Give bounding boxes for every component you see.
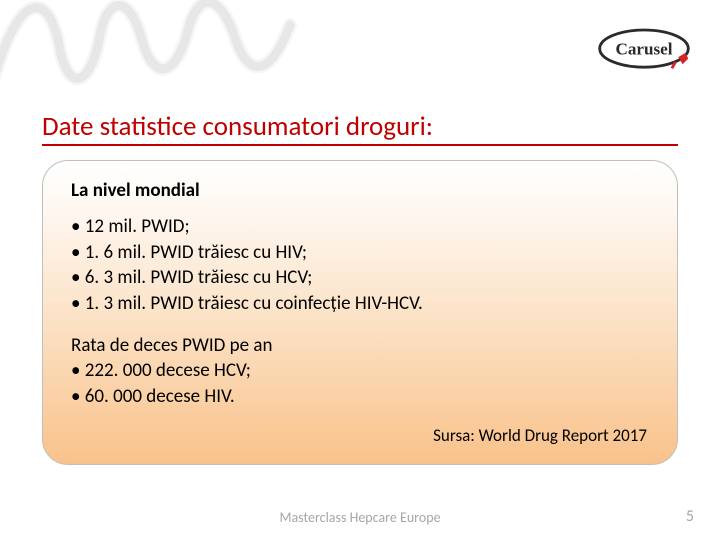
section-title: La nivel mondial: [71, 179, 649, 202]
footer-text: Masterclass Hepcare Europe: [0, 509, 720, 526]
subtext-block: Rata de deces PWID pe an • 222. 000 dece…: [71, 333, 649, 410]
carusel-logo: Carusel: [594, 18, 694, 82]
slide-title: Date statistice consumatori droguri:: [42, 110, 433, 143]
list-item: • 60. 000 decese HIV.: [71, 384, 649, 410]
title-underline: [42, 144, 678, 146]
list-item: • 12 mil. PWID;: [71, 214, 649, 240]
source-citation: Sursa: World Drug Report 2017: [71, 425, 649, 446]
list-item: • 6. 3 mil. PWID trăiesc cu HCV;: [71, 265, 649, 291]
slide: Carusel Date statistice consumatori drog…: [0, 0, 720, 540]
list-item: Rata de deces PWID pe an: [71, 333, 649, 359]
content-box: La nivel mondial • 12 mil. PWID; • 1. 6 …: [42, 160, 678, 465]
page-number: 5: [686, 507, 694, 526]
list-item: • 222. 000 decese HCV;: [71, 358, 649, 384]
logo-text: Carusel: [615, 39, 672, 58]
list-item: • 1. 6 mil. PWID trăiesc cu HIV;: [71, 240, 649, 266]
list-item: • 1. 3 mil. PWID trăiesc cu coinfecție H…: [71, 291, 649, 317]
bullet-list: • 12 mil. PWID; • 1. 6 mil. PWID trăiesc…: [71, 214, 649, 317]
brush-decor: [0, 0, 350, 100]
